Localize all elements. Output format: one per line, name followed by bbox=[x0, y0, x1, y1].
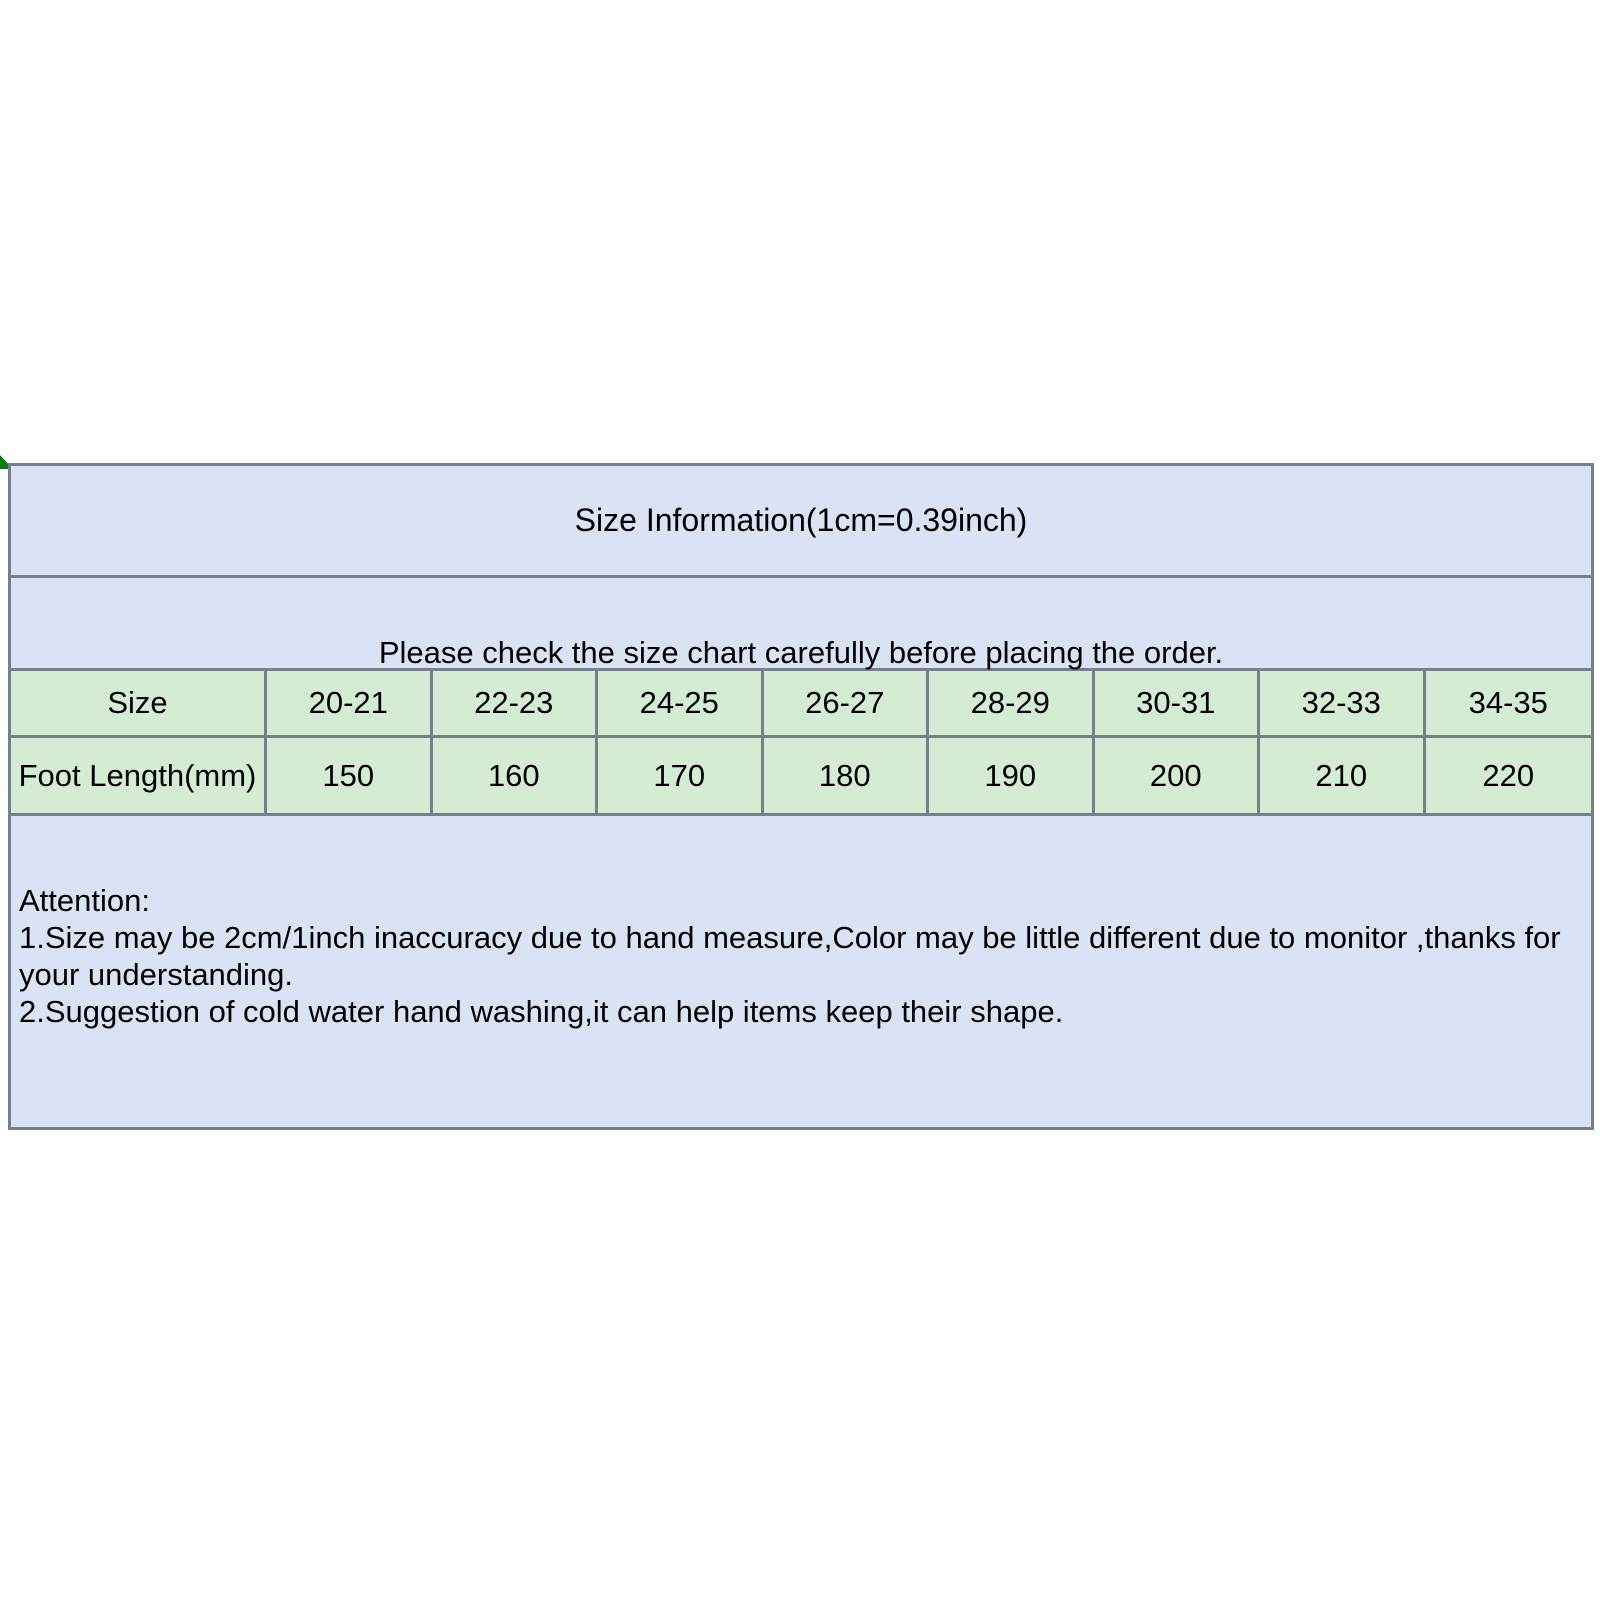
foot-length-cell: 180 bbox=[763, 738, 929, 816]
size-cell: 28-29 bbox=[929, 671, 1095, 738]
foot-length-cell: 220 bbox=[1425, 738, 1591, 816]
size-information-table: Size Information(1cm=0.39inch) Please ch… bbox=[8, 463, 1594, 1130]
foot-length-cell: 170 bbox=[598, 738, 764, 816]
size-row-header: Size bbox=[11, 671, 267, 738]
size-cell: 26-27 bbox=[763, 671, 929, 738]
foot-length-cell: 210 bbox=[1260, 738, 1426, 816]
size-chart-note: Please check the size chart carefully be… bbox=[378, 635, 1224, 670]
attention-section: Attention: 1.Size may be 2cm/1inch inacc… bbox=[11, 816, 1591, 1127]
table-title: Size Information(1cm=0.39inch) bbox=[574, 502, 1028, 538]
foot-length-row: Foot Length(mm) 150 160 170 180 190 200 … bbox=[11, 738, 1591, 816]
table-note-row: Please check the size chart carefully be… bbox=[11, 578, 1591, 671]
foot-length-row-header: Foot Length(mm) bbox=[11, 738, 267, 816]
foot-length-cell: 160 bbox=[432, 738, 598, 816]
attention-line-2: 2.Suggestion of cold water hand washing,… bbox=[19, 994, 1064, 1029]
size-cell: 32-33 bbox=[1260, 671, 1426, 738]
table-title-row: Size Information(1cm=0.39inch) bbox=[11, 466, 1591, 578]
attention-heading: Attention: bbox=[19, 883, 150, 918]
size-cell: 20-21 bbox=[267, 671, 433, 738]
size-cell: 34-35 bbox=[1425, 671, 1591, 738]
foot-length-cell: 150 bbox=[267, 738, 433, 816]
foot-length-cell: 190 bbox=[929, 738, 1095, 816]
size-cell: 30-31 bbox=[1094, 671, 1260, 738]
attention-line-1: 1.Size may be 2cm/1inch inaccuracy due t… bbox=[19, 920, 1561, 992]
size-row: Size 20-21 22-23 24-25 26-27 28-29 30-31… bbox=[11, 671, 1591, 738]
size-cell: 22-23 bbox=[432, 671, 598, 738]
foot-length-cell: 200 bbox=[1094, 738, 1260, 816]
size-cell: 24-25 bbox=[598, 671, 764, 738]
